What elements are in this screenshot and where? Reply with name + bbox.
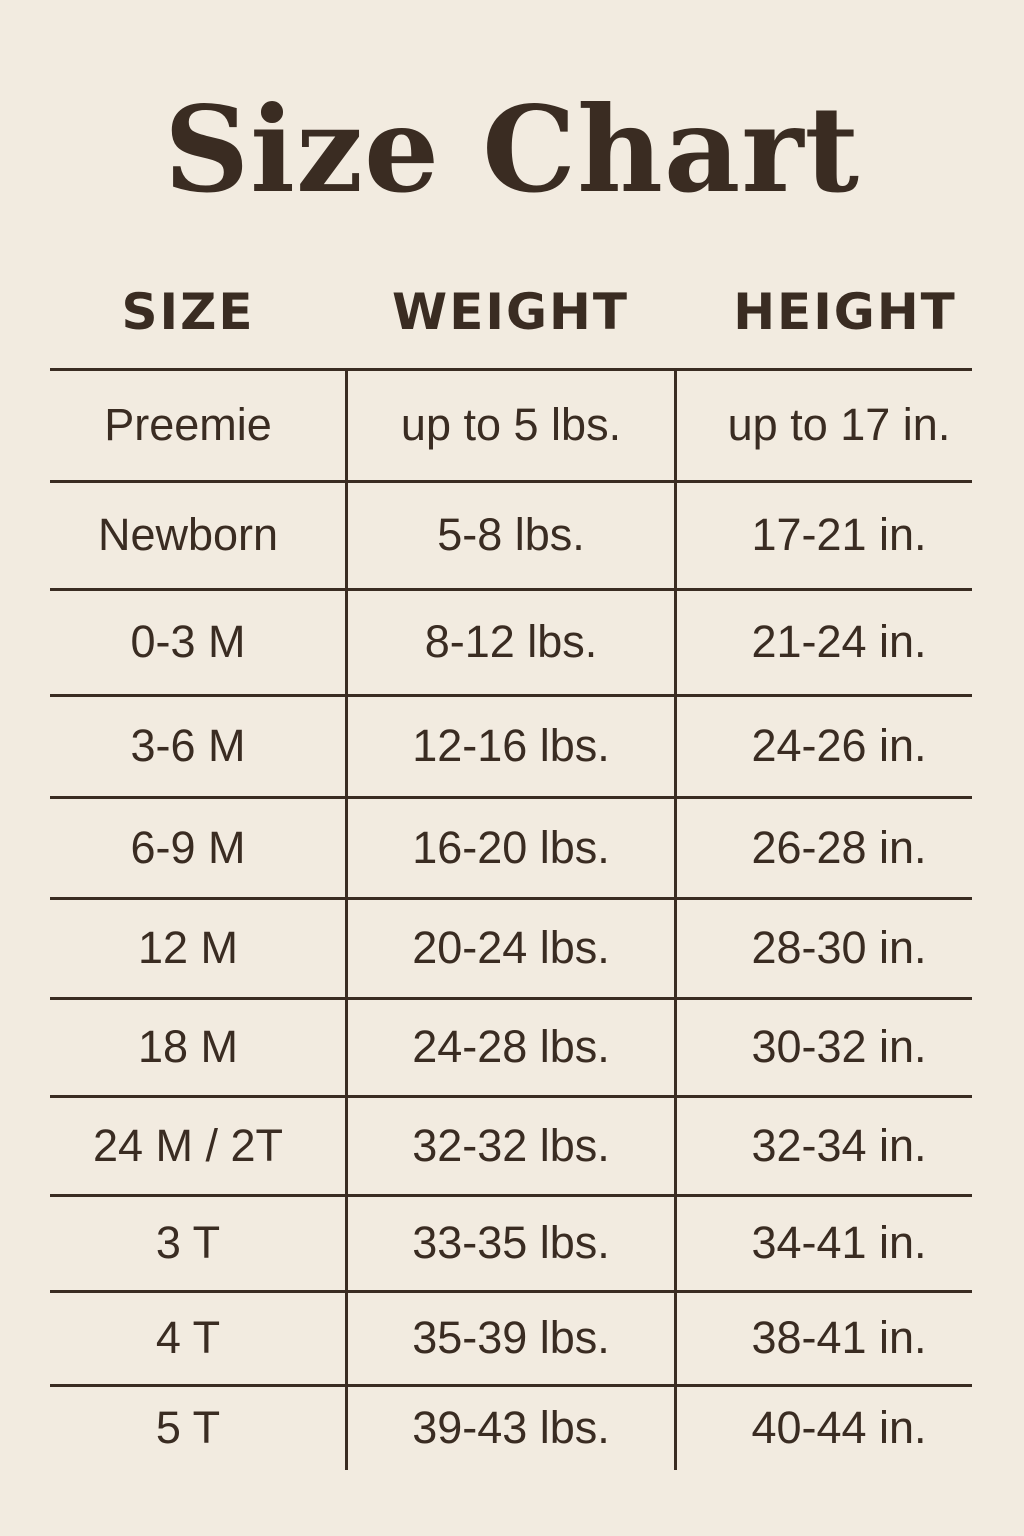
cell-height: 17-21 in. [751, 509, 927, 560]
page-title: Size Chart [163, 80, 861, 219]
row-divider [50, 796, 972, 799]
cell-weight: 35-39 lbs. [412, 1312, 610, 1363]
cell-weight: 12-16 lbs. [412, 720, 610, 771]
row-divider [50, 897, 972, 900]
cell-height: 21-24 in. [751, 616, 927, 667]
cell-size: 18 M [137, 1021, 239, 1072]
row-divider [50, 1384, 972, 1387]
cell-size: Newborn [97, 509, 279, 560]
cell-height: 24-26 in. [751, 720, 927, 771]
column-divider [345, 369, 348, 1470]
cell-weight: 39-43 lbs. [412, 1401, 610, 1453]
cell-height: 38-41 in. [751, 1312, 927, 1363]
cell-weight: 32-32 lbs. [412, 1119, 610, 1171]
cell-height: up to 17 in. [727, 399, 951, 450]
cell-weight: 8-12 lbs. [424, 616, 598, 667]
cell-weight: up to 5 lbs. [400, 399, 622, 450]
row-divider [50, 480, 972, 483]
row-divider [50, 997, 972, 1000]
row-divider [50, 694, 972, 697]
cell-size: 5 T [155, 1401, 221, 1453]
cell-size: 3-6 M [130, 720, 246, 771]
cell-size: Preemie [104, 399, 272, 450]
cell-height: 28-30 in. [751, 922, 927, 973]
cell-size: 4 T [155, 1312, 221, 1363]
cell-weight: 5-8 lbs. [437, 509, 585, 560]
row-divider [50, 1290, 972, 1293]
cell-size: 0-3 M [130, 616, 246, 667]
cell-weight: 24-28 lbs. [412, 1021, 610, 1072]
row-divider [50, 1095, 972, 1098]
row-divider [50, 1194, 972, 1197]
cell-height: 30-32 in. [751, 1021, 927, 1072]
cell-height: 32-34 in. [751, 1119, 927, 1171]
cell-size: 24 M / 2T [92, 1119, 284, 1171]
cell-height: 34-41 in. [751, 1217, 927, 1268]
cell-height: 26-28 in. [751, 821, 927, 873]
column-header-size: SIZE [121, 283, 255, 341]
row-divider [50, 368, 972, 371]
cell-weight: 20-24 lbs. [412, 922, 610, 973]
cell-size: 12 M [137, 922, 239, 973]
cell-size: 6-9 M [130, 821, 246, 873]
column-header-height: HEIGHT [733, 283, 957, 341]
cell-size: 3 T [155, 1217, 221, 1268]
cell-weight: 16-20 lbs. [412, 821, 610, 873]
row-divider [50, 588, 972, 591]
cell-weight: 33-35 lbs. [412, 1217, 610, 1268]
cell-height: 40-44 in. [751, 1401, 927, 1453]
column-header-weight: WEIGHT [392, 283, 629, 341]
column-divider [674, 369, 677, 1470]
